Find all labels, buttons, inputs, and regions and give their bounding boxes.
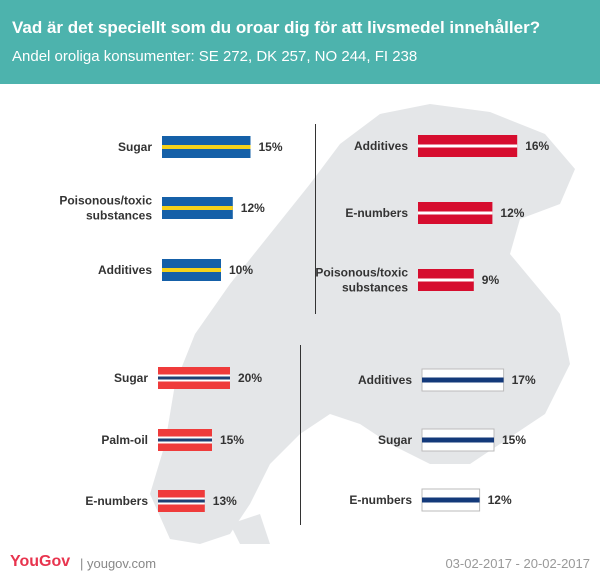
bar-no-1-cross	[158, 376, 230, 380]
category-label-no-3: E-numbers	[85, 494, 148, 508]
category-label-no-2: Palm-oil	[101, 433, 148, 447]
footer-date-range: 03-02-2017 - 20-02-2017	[445, 556, 590, 571]
value-label-no-1: 20%	[238, 371, 262, 385]
category-label-se-3: Additives	[98, 263, 152, 277]
value-label-dk-2: 12%	[500, 206, 524, 220]
vertical-divider-top	[315, 124, 316, 314]
category-label-fi-3: E-numbers	[349, 493, 412, 507]
bar-se-1-stripe	[162, 145, 251, 149]
category-label-dk-1: Additives	[354, 139, 408, 153]
category-label-se-2: Poisonous/toxic substances	[59, 194, 152, 223]
category-label-fi-2: Sugar	[378, 433, 412, 447]
bar-se-2-stripe	[162, 206, 233, 210]
bar-dk-3-stripe	[418, 278, 474, 282]
value-label-no-3: 13%	[213, 494, 237, 508]
value-label-dk-3: 9%	[482, 273, 500, 287]
category-label-dk-3: Poisonous/toxic substances	[315, 266, 408, 295]
value-label-fi-2: 15%	[502, 433, 526, 447]
value-label-fi-3: 12%	[488, 493, 512, 507]
bar-no-3-cross	[158, 499, 205, 503]
vertical-divider-bottom	[300, 345, 301, 525]
bar-fi-1-stripe	[422, 377, 504, 383]
value-label-fi-1: 17%	[512, 373, 536, 387]
value-label-no-2: 15%	[220, 433, 244, 447]
bar-no-2-cross	[158, 438, 212, 442]
value-label-se-1: 15%	[259, 140, 283, 154]
bar-dk-1-stripe	[418, 144, 518, 148]
category-label-fi-1: Additives	[358, 373, 412, 387]
category-label-se-1: Sugar	[118, 140, 152, 154]
yougov-logo: YouGov	[10, 553, 71, 570]
bar-dk-2-stripe	[418, 211, 493, 215]
bar-se-3-stripe	[162, 268, 221, 272]
value-label-se-2: 12%	[241, 201, 265, 215]
value-label-dk-1: 16%	[525, 139, 549, 153]
header-banner: Vad är det speciellt som du oroar dig fö…	[0, 0, 600, 84]
category-label-no-1: Sugar	[114, 371, 148, 385]
footer-url[interactable]: | yougov.com	[80, 556, 157, 571]
bar-fi-3-stripe	[422, 497, 480, 503]
category-label-dk-2: E-numbers	[345, 206, 408, 220]
chart-title: Vad är det speciellt som du oroar dig fö…	[12, 18, 541, 37]
value-label-se-3: 10%	[229, 263, 253, 277]
chart-subtitle: Andel oroliga konsumenter: SE 272, DK 25…	[12, 48, 418, 65]
bar-fi-2-stripe	[422, 437, 494, 443]
